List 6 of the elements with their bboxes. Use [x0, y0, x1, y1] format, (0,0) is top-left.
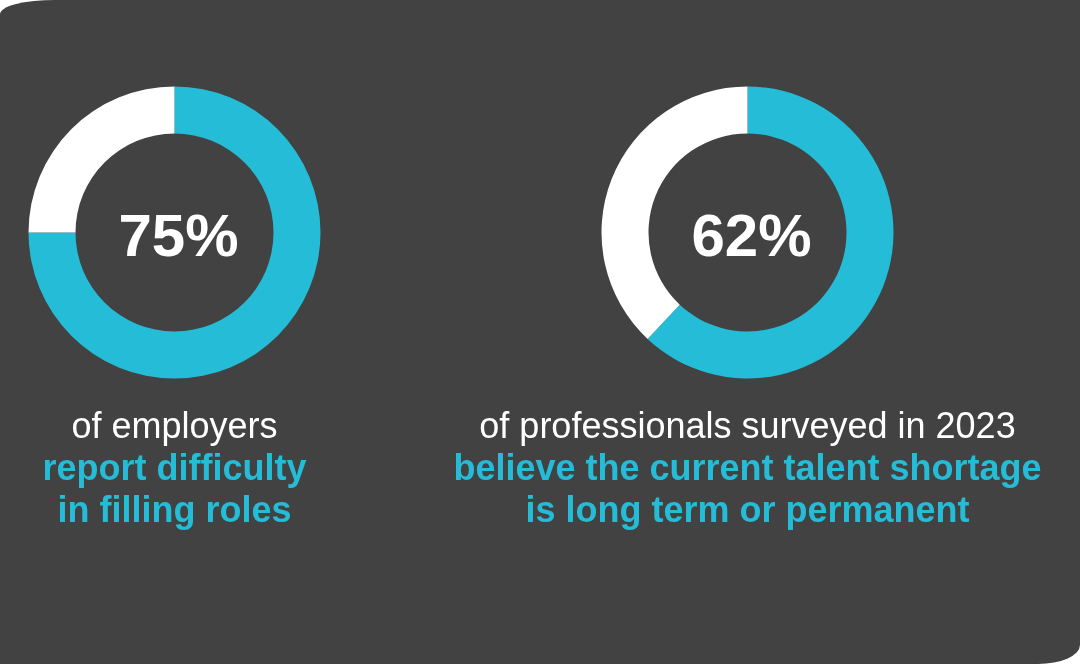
text: report difficulty in filling roles: [42, 447, 307, 530]
data-label: 62%: [691, 202, 812, 269]
data-label: 75%: [118, 202, 239, 269]
text: believe the current talent shortage is long term or permanent: [453, 447, 1042, 530]
text: of professionals surveyed in 2023: [479, 405, 1016, 446]
text: of employers: [71, 405, 278, 446]
